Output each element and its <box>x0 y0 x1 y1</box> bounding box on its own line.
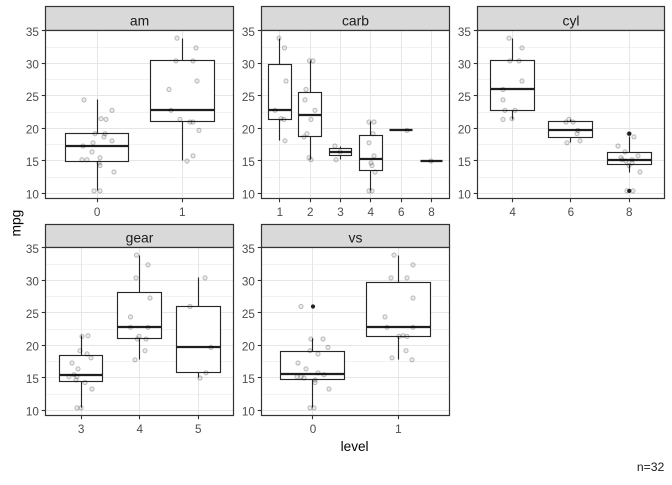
svg-text:35: 35 <box>26 243 40 256</box>
svg-text:10: 10 <box>26 189 40 202</box>
svg-text:35: 35 <box>242 26 256 39</box>
svg-text:20: 20 <box>26 124 40 137</box>
svg-text:35: 35 <box>458 26 472 39</box>
svg-text:20: 20 <box>242 341 256 354</box>
svg-text:n=32: n=32 <box>637 460 665 474</box>
svg-text:20: 20 <box>242 124 256 137</box>
svg-text:8: 8 <box>428 206 435 219</box>
svg-text:15: 15 <box>242 156 256 169</box>
svg-text:30: 30 <box>242 276 256 289</box>
svg-text:2: 2 <box>307 206 314 219</box>
svg-text:35: 35 <box>242 243 256 256</box>
svg-text:25: 25 <box>242 308 256 321</box>
svg-text:8: 8 <box>626 206 633 219</box>
svg-text:15: 15 <box>26 373 40 386</box>
svg-text:vs: vs <box>349 229 363 245</box>
svg-text:20: 20 <box>458 124 472 137</box>
svg-text:25: 25 <box>242 91 256 104</box>
svg-text:am: am <box>130 12 149 28</box>
svg-text:25: 25 <box>26 308 40 321</box>
svg-text:3: 3 <box>78 423 85 436</box>
svg-text:5: 5 <box>195 423 202 436</box>
svg-text:1: 1 <box>277 206 284 219</box>
svg-text:cyl: cyl <box>563 12 580 28</box>
svg-text:25: 25 <box>26 91 40 104</box>
svg-text:10: 10 <box>26 406 40 419</box>
svg-text:30: 30 <box>26 59 40 72</box>
svg-text:35: 35 <box>26 26 40 39</box>
svg-text:4: 4 <box>509 206 516 219</box>
svg-text:4: 4 <box>136 423 143 436</box>
svg-text:15: 15 <box>458 156 472 169</box>
svg-text:3: 3 <box>337 206 344 219</box>
svg-text:level: level <box>341 439 369 454</box>
svg-text:6: 6 <box>398 206 405 219</box>
svg-text:carb: carb <box>342 12 369 28</box>
svg-text:6: 6 <box>568 206 575 219</box>
svg-text:1: 1 <box>179 206 186 219</box>
svg-text:10: 10 <box>242 406 256 419</box>
svg-text:gear: gear <box>126 229 154 245</box>
svg-text:20: 20 <box>26 341 40 354</box>
svg-text:4: 4 <box>368 206 375 219</box>
svg-text:30: 30 <box>458 59 472 72</box>
svg-text:30: 30 <box>26 276 40 289</box>
svg-text:1: 1 <box>395 423 402 436</box>
svg-text:15: 15 <box>242 373 256 386</box>
svg-text:10: 10 <box>458 189 472 202</box>
svg-text:mpg: mpg <box>9 210 24 237</box>
svg-text:10: 10 <box>242 189 256 202</box>
svg-text:30: 30 <box>242 59 256 72</box>
svg-text:25: 25 <box>458 91 472 104</box>
svg-text:0: 0 <box>310 423 317 436</box>
svg-text:15: 15 <box>26 156 40 169</box>
svg-text:0: 0 <box>94 206 101 219</box>
